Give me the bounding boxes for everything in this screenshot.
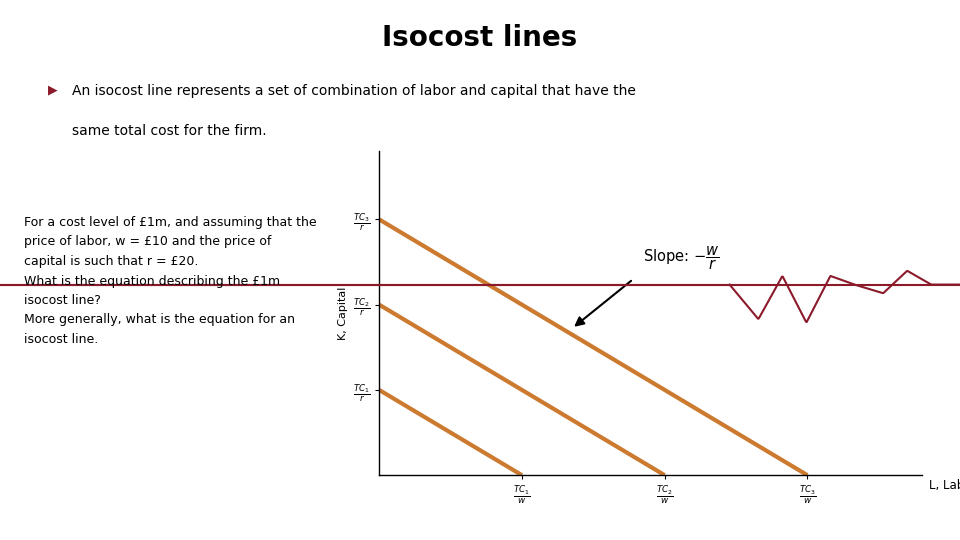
Text: ▶: ▶ [48,84,58,97]
Text: Slope: $-\dfrac{w}{r}$: Slope: $-\dfrac{w}{r}$ [643,244,720,272]
Text: For a cost level of £1m, and assuming that the
price of labor, w = £10 and the p: For a cost level of £1m, and assuming th… [24,216,317,346]
Text: same total cost for the firm.: same total cost for the firm. [72,124,267,138]
Text: Isocost lines: Isocost lines [382,24,578,52]
Text: L, Labor: L, Labor [928,480,960,492]
Text: An isocost line represents a set of combination of labor and capital that have t: An isocost line represents a set of comb… [72,84,636,98]
Y-axis label: K, Capital: K, Capital [339,287,348,340]
